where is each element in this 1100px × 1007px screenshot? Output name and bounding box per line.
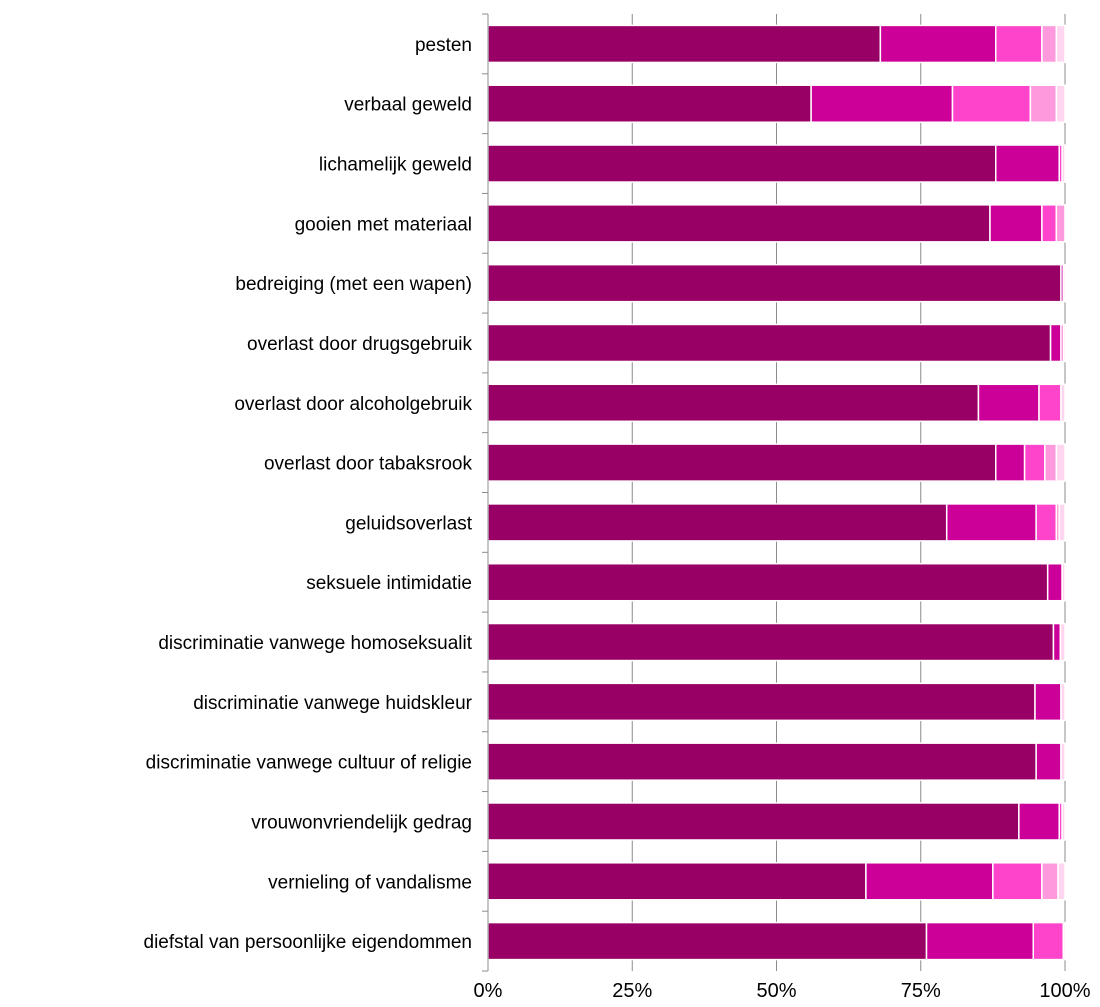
bar-segment xyxy=(487,144,997,183)
bar-segment xyxy=(487,503,948,542)
bar-segment xyxy=(1023,443,1046,482)
bar-segment xyxy=(1055,84,1066,123)
bar-segment xyxy=(487,921,928,961)
bar-segment xyxy=(1041,862,1059,901)
category-label: discriminatie vanwege huidskleur xyxy=(193,693,472,714)
bar-segment xyxy=(1038,383,1062,423)
bar-segment xyxy=(995,443,1026,482)
category-label: lichamelijk geweld xyxy=(319,155,472,176)
bar-segment xyxy=(487,84,812,123)
category-label: bedreiging (met een wapen) xyxy=(235,274,472,295)
bar-segment xyxy=(1049,323,1062,363)
x-tick-label: 75% xyxy=(901,980,941,1002)
bar-segment xyxy=(487,562,1049,602)
bar-segment xyxy=(1041,204,1058,243)
bar-segment xyxy=(487,263,1062,303)
bar-segment xyxy=(487,742,1037,781)
bar-segment xyxy=(1055,204,1066,243)
bar-segment xyxy=(487,323,1052,363)
bar-segment xyxy=(1055,24,1066,64)
category-label: gooien met materiaal xyxy=(295,214,472,235)
category-label: vernieling of vandalisme xyxy=(268,872,472,893)
bar-segment xyxy=(1062,921,1066,961)
bar-segment xyxy=(865,862,994,901)
bar-segment xyxy=(487,862,867,901)
category-label: verbaal geweld xyxy=(344,95,472,116)
bar-segment xyxy=(951,84,1032,123)
bar-segment xyxy=(1046,562,1063,602)
category-label: diefstal van persoonlijke eigendommen xyxy=(144,932,472,953)
bar-segment xyxy=(1061,562,1066,602)
category-label: overlast door drugsgebruik xyxy=(247,334,472,355)
x-tick-label: 50% xyxy=(756,980,796,1002)
bar-segment xyxy=(977,383,1040,423)
bar-segment xyxy=(1029,84,1058,123)
bar-segment xyxy=(992,862,1043,901)
category-label: geluidsoverlast xyxy=(345,513,472,534)
category-label: seksuele intimidatie xyxy=(306,573,472,594)
bar-segment xyxy=(1055,443,1066,482)
category-label: pesten xyxy=(415,35,472,56)
bar-segment xyxy=(810,84,954,123)
bar-segment xyxy=(1060,682,1066,722)
bar-segment xyxy=(487,204,991,243)
bar-segment xyxy=(487,682,1036,722)
bar-segment xyxy=(1035,503,1058,542)
bar-segment xyxy=(1060,742,1066,781)
category-label: overlast door tabaksrook xyxy=(264,454,473,475)
bar-segment xyxy=(1035,742,1062,781)
bar-segment xyxy=(487,443,997,482)
bar-segment xyxy=(487,622,1055,662)
category-label: discriminatie vanwege cultuur of religie xyxy=(146,753,472,774)
bar-segment xyxy=(1057,862,1066,901)
bar-segment xyxy=(989,204,1043,243)
bar-segment xyxy=(1059,622,1066,662)
bar-segment xyxy=(1018,802,1060,841)
bar-segment xyxy=(1061,802,1066,841)
bar-segment xyxy=(1061,144,1066,183)
category-label: discriminatie vanwege homoseksualit xyxy=(158,633,472,654)
bar-segment xyxy=(1060,383,1066,423)
bar-segment xyxy=(1062,263,1066,303)
category-label: overlast door alcoholgebruik xyxy=(234,394,472,415)
bar-segment xyxy=(1062,323,1066,363)
bar-segment xyxy=(995,144,1060,183)
bar-segment xyxy=(1032,921,1065,961)
bar-segment xyxy=(925,921,1035,961)
bar-segment xyxy=(1058,503,1066,542)
bar-segment xyxy=(945,503,1037,542)
bar-segment xyxy=(1052,622,1062,662)
x-tick-label: 0% xyxy=(474,980,503,1002)
bar-segment xyxy=(879,24,997,64)
category-label: vrouwonvriendelijk gedrag xyxy=(251,812,472,833)
bar-segment xyxy=(1041,24,1058,64)
bar-segment xyxy=(1044,443,1058,482)
bar-segment xyxy=(995,24,1043,64)
bar-segment xyxy=(487,24,882,64)
x-tick-label: 100% xyxy=(1039,980,1090,1002)
bar-segment xyxy=(487,383,980,423)
bar-segment xyxy=(487,802,1020,841)
bar-segment xyxy=(1034,682,1062,722)
x-tick-label: 25% xyxy=(612,980,652,1002)
